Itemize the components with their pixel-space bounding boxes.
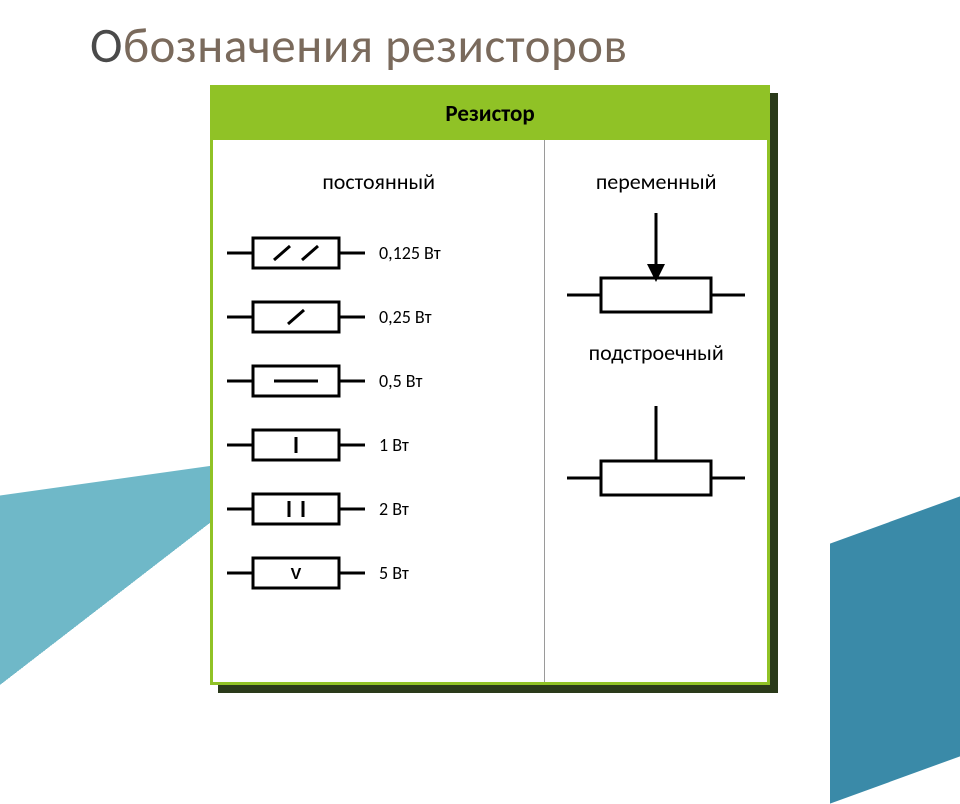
resistor-row: 0,125 Вт: [213, 221, 544, 285]
resistor-row: V 5 Вт: [213, 541, 544, 605]
fixed-resistor-icon: [227, 296, 365, 338]
resistor-power-label: 1 Вт: [365, 434, 409, 456]
column-variable: переменный подстроечный: [545, 140, 767, 682]
resistor-power-label: 5 Вт: [365, 562, 409, 584]
svg-text:V: V: [291, 566, 302, 583]
fixed-resistor-icon: [227, 232, 365, 274]
variable-resistor-icon: [567, 205, 745, 325]
resistor-row: 1 Вт: [213, 413, 544, 477]
resistor-power-label: 0,5 Вт: [365, 370, 423, 392]
resistor-row: 0,25 Вт: [213, 285, 544, 349]
fixed-resistor-icon: [227, 424, 365, 466]
fixed-resistor-icon: [227, 488, 365, 530]
variable-heading: переменный: [596, 168, 717, 195]
page-title: Обозначения резисторов: [90, 16, 628, 76]
fixed-resistor-icon: V: [227, 552, 365, 594]
resistor-panel: Резистор постоянный 0,125 Вт 0,25 Вт 0,5 В…: [210, 85, 770, 685]
panel-body: постоянный 0,125 Вт 0,25 Вт 0,5 Вт 1 Вт 2 Вт…: [213, 140, 767, 682]
column-fixed-heading: постоянный: [213, 168, 544, 195]
trimmer-resistor-icon: [567, 398, 745, 508]
panel-header-label: Резистор: [445, 100, 534, 128]
resistor-row: 2 Вт: [213, 477, 544, 541]
resistor-power-label: 0,125 Вт: [365, 242, 441, 264]
variable-block: переменный: [545, 140, 767, 325]
fixed-resistor-icon: [227, 360, 365, 402]
column-fixed: постоянный 0,125 Вт 0,25 Вт 0,5 Вт 1 Вт 2 Вт…: [213, 140, 545, 682]
panel-header: Резистор: [213, 88, 767, 140]
resistor-row: 0,5 Вт: [213, 349, 544, 413]
resistor-power-label: 0,25 Вт: [365, 306, 432, 328]
background-shape-right: [830, 496, 960, 803]
trimmer-heading: подстроечный: [589, 339, 724, 366]
resistor-power-label: 2 Вт: [365, 498, 409, 520]
trimmer-block: подстроечный: [545, 325, 767, 508]
